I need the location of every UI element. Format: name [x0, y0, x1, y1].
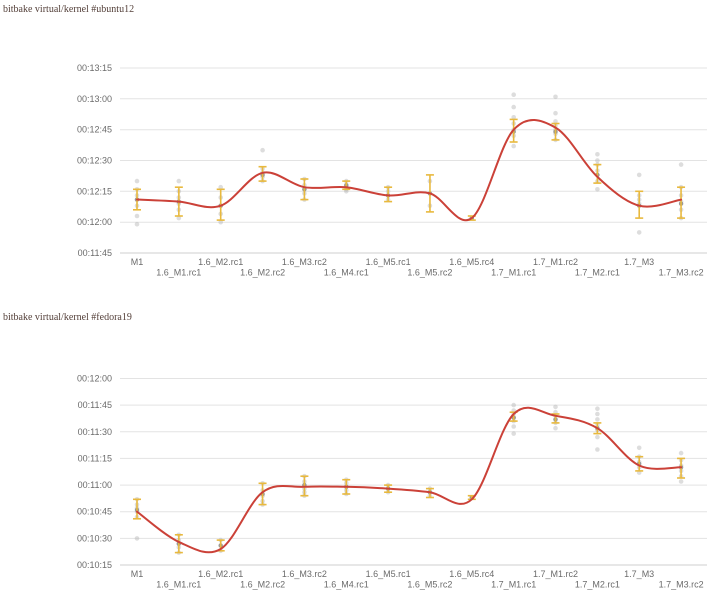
y-tick-label: 00:10:45 — [77, 507, 112, 517]
sample-point — [511, 431, 516, 436]
y-tick-label: 00:12:00 — [77, 217, 112, 227]
sample-point — [511, 115, 516, 120]
sample-point — [511, 143, 516, 149]
x-tick-label: M1 — [131, 257, 144, 267]
x-tick-label: 1.6_M5.rc2 — [407, 580, 452, 590]
x-tick-label: 1.6_M4.rc1 — [324, 268, 369, 278]
y-tick-label: 00:11:45 — [78, 248, 112, 258]
y-tick-label: 00:12:00 — [77, 374, 112, 384]
sample-point — [595, 187, 600, 192]
x-tick-label: 1.6_M5.rc4 — [449, 569, 494, 579]
x-tick-label: 1.6_M2.rc2 — [240, 580, 285, 590]
x-tick-label: 1.7_M3.rc2 — [659, 268, 704, 278]
sample-point — [218, 184, 223, 190]
errorbar — [258, 482, 267, 506]
sample-point — [344, 189, 349, 194]
sample-point — [553, 110, 558, 116]
y-tick-label: 00:10:15 — [77, 560, 112, 570]
errorbar — [133, 498, 141, 520]
x-tick-label: 1.6_M1.rc1 — [156, 580, 201, 590]
x-tick-label: 1.7_M3.rc2 — [659, 580, 704, 590]
chart-1-plot: 00:12:00 00:11:45 00:11:30 00:11:15 00:11:00… — [77, 374, 707, 590]
sample-point — [595, 406, 600, 412]
sample-point — [595, 434, 600, 440]
sample-point — [595, 417, 600, 422]
x-tick-label: 1.6_M2.rc1 — [198, 569, 243, 579]
sample-point — [511, 92, 516, 97]
sample-point — [176, 215, 182, 221]
sample-point — [553, 119, 558, 124]
sample-point — [176, 178, 182, 184]
x-tick-label: 1.6_M5.rc4 — [449, 257, 494, 267]
sample-point — [636, 172, 642, 178]
sample-point — [511, 104, 516, 110]
y-tick-label: 00:11:45 — [78, 400, 112, 410]
errorbar — [258, 165, 267, 182]
y-tick-label: 00:12:30 — [77, 156, 112, 166]
sample-point — [636, 230, 642, 235]
sample-point — [678, 450, 684, 456]
x-tick-label: 1.6_M5.rc1 — [366, 257, 411, 267]
x-tick-label: 1.6_M3.rc2 — [282, 257, 327, 267]
y-tick-label: 00:11:30 — [78, 427, 112, 437]
sample-point — [595, 158, 600, 163]
x-tick-label: 1.6_M4.rc1 — [324, 580, 369, 590]
y-tick-label: 00:13:00 — [77, 94, 112, 104]
sample-point — [134, 213, 140, 219]
y-tick-label: 00:13:15 — [77, 63, 112, 73]
y-tick-label: 00:11:00 — [78, 480, 112, 490]
sample-point — [260, 147, 265, 153]
chart-title-ubuntu12: bitbake virtual/kernel #ubuntu12 — [3, 4, 135, 15]
x-tick-label: 1.6_M5.rc1 — [366, 569, 411, 579]
sample-point — [553, 94, 558, 100]
errorbar — [300, 178, 309, 201]
sample-point — [595, 447, 600, 452]
x-tick-label: 1.6_M2.rc2 — [240, 268, 285, 278]
sample-point — [553, 425, 558, 431]
x-tick-label: 1.7_M1.rc1 — [491, 268, 536, 278]
sample-point — [595, 411, 600, 417]
chart-0-plot: 00:13:15 00:13:00 00:12:45 00:12:30 00:12:15… — [77, 63, 707, 278]
y-tick-label: 00:12:15 — [77, 186, 112, 196]
sample-point — [134, 178, 140, 184]
sample-point — [553, 404, 558, 410]
x-tick-label: 1.7_M1.rc2 — [533, 569, 578, 579]
errorbar — [551, 122, 560, 141]
x-tick-label: 1.7_M2.rc1 — [575, 268, 620, 278]
sample-point — [595, 152, 600, 157]
sample-point — [218, 219, 223, 225]
sample-point — [511, 424, 516, 429]
y-tick-label: 00:12:45 — [77, 125, 112, 135]
x-tick-label: 1.7_M3 — [624, 569, 654, 579]
x-tick-label: M1 — [131, 569, 144, 579]
trend-line — [136, 119, 683, 222]
errorbar — [174, 533, 183, 554]
x-tick-label: 1.7_M1.rc2 — [533, 257, 578, 267]
errorbar — [635, 455, 644, 472]
sample-point — [134, 536, 140, 541]
x-tick-label: 1.6_M5.rc2 — [407, 268, 452, 278]
sample-point — [511, 402, 516, 408]
x-tick-label: 1.6_M1.rc1 — [156, 268, 201, 278]
sample-point — [134, 221, 140, 227]
x-tick-label: 1.7_M3 — [624, 257, 654, 267]
trend-line — [136, 406, 683, 554]
sample-point — [636, 445, 642, 451]
errorbar — [593, 163, 602, 184]
y-tick-label: 00:11:15 — [78, 453, 112, 463]
chart-title-fedora19: bitbake virtual/kernel #fedora19 — [3, 312, 132, 323]
y-tick-label: 00:10:30 — [77, 533, 112, 543]
x-tick-label: 1.6_M3.rc2 — [282, 569, 327, 579]
x-tick-label: 1.6_M2.rc1 — [198, 257, 243, 267]
sample-point — [678, 162, 684, 167]
sample-point — [678, 479, 684, 484]
errorbar — [677, 186, 686, 219]
x-tick-label: 1.7_M1.rc1 — [491, 580, 536, 590]
x-tick-label: 1.7_M2.rc1 — [575, 580, 620, 590]
